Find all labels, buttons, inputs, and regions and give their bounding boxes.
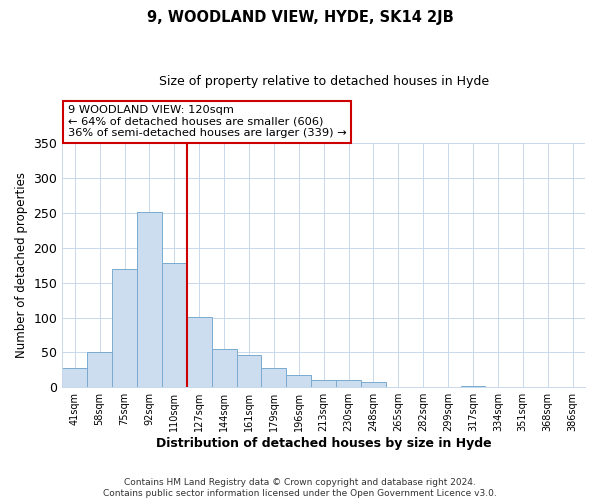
Bar [336, 380, 361, 387]
Bar [361, 382, 386, 387]
Bar [112, 269, 137, 387]
Bar [162, 263, 187, 387]
Bar [311, 380, 336, 387]
Text: Contains HM Land Registry data © Crown copyright and database right 2024.
Contai: Contains HM Land Registry data © Crown c… [103, 478, 497, 498]
Bar [286, 376, 311, 387]
Title: Size of property relative to detached houses in Hyde: Size of property relative to detached ho… [158, 75, 489, 88]
Text: 9, WOODLAND VIEW, HYDE, SK14 2JB: 9, WOODLAND VIEW, HYDE, SK14 2JB [146, 10, 454, 25]
Bar [461, 386, 485, 387]
Bar [187, 317, 212, 387]
Bar [236, 355, 262, 387]
X-axis label: Distribution of detached houses by size in Hyde: Distribution of detached houses by size … [156, 437, 491, 450]
Bar [87, 352, 112, 387]
Text: 9 WOODLAND VIEW: 120sqm
← 64% of detached houses are smaller (606)
36% of semi-d: 9 WOODLAND VIEW: 120sqm ← 64% of detache… [68, 106, 346, 138]
Bar [560, 386, 585, 387]
Bar [212, 349, 236, 387]
Bar [262, 368, 286, 387]
Bar [137, 212, 162, 387]
Bar [62, 368, 87, 387]
Y-axis label: Number of detached properties: Number of detached properties [15, 172, 28, 358]
Bar [511, 386, 535, 387]
